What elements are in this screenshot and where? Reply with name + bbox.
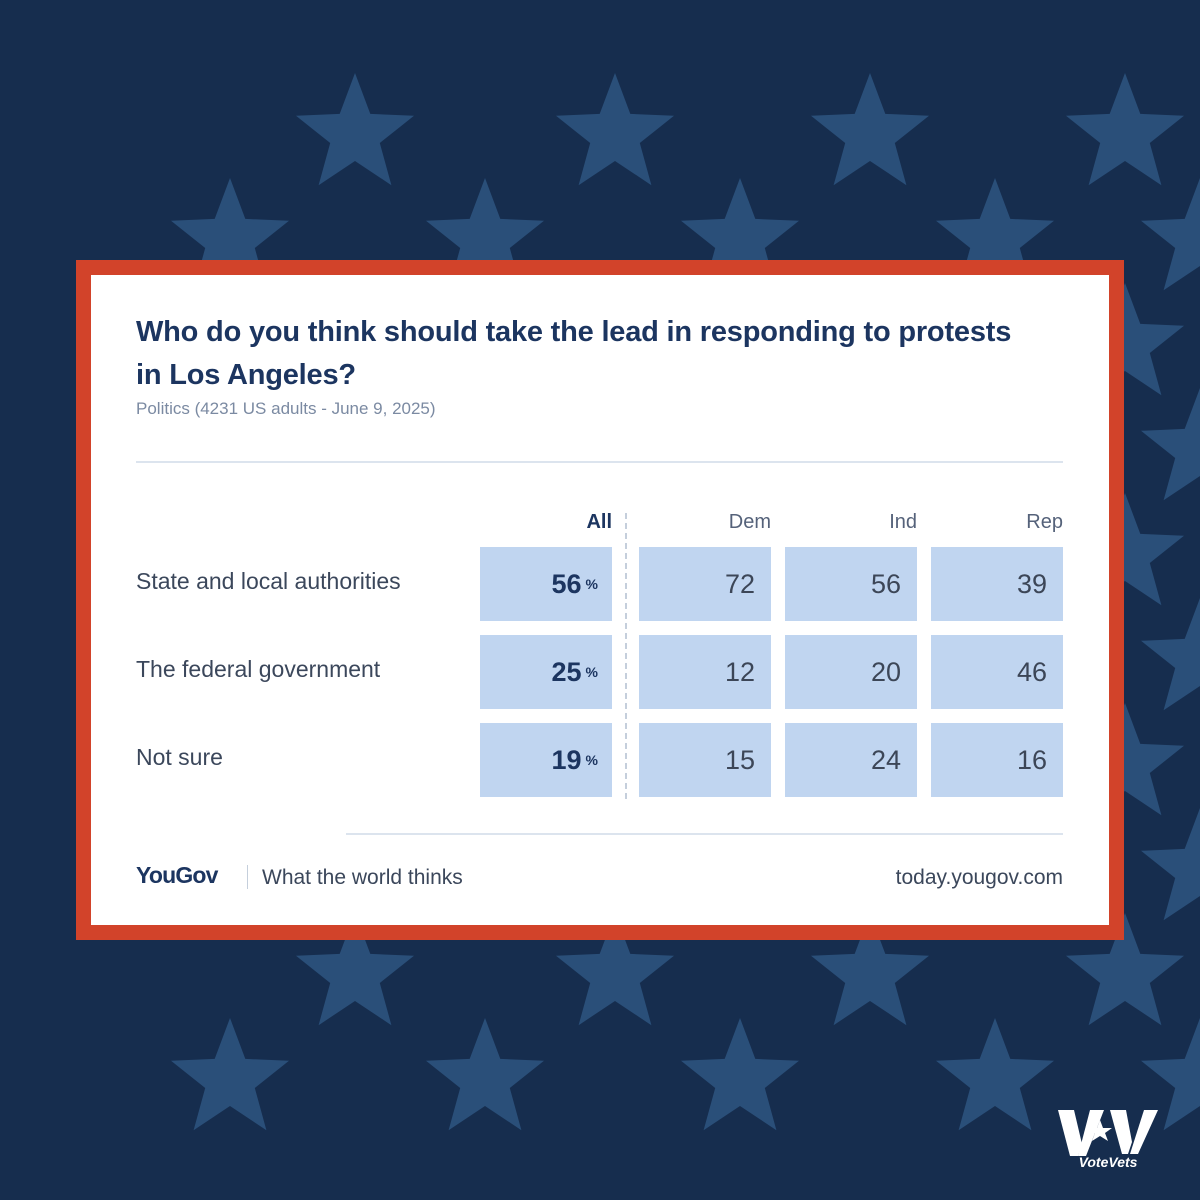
star-icon bbox=[556, 913, 674, 1026]
star-icon bbox=[426, 178, 544, 291]
cell-value: 56 bbox=[551, 568, 582, 599]
row-label: The federal government bbox=[136, 656, 381, 682]
bottom-divider bbox=[346, 833, 1063, 835]
star-icon bbox=[936, 178, 1054, 291]
star-icon bbox=[1066, 913, 1184, 1026]
star-icon bbox=[1141, 1018, 1200, 1131]
table-cell-ind: 24 bbox=[785, 723, 917, 797]
star-icon bbox=[681, 178, 799, 291]
column-header-all: All bbox=[586, 511, 612, 533]
table-cell-rep: 46 bbox=[931, 635, 1063, 709]
star-icon bbox=[171, 1018, 289, 1131]
votevets-logo-icon bbox=[1058, 1110, 1158, 1156]
table-cell-dem: 12 bbox=[639, 635, 771, 709]
poll-card-frame: Who do you think should take the lead in… bbox=[76, 260, 1124, 940]
table-cell-dem: 15 bbox=[639, 723, 771, 797]
table-cell-all: 19% bbox=[480, 723, 612, 797]
cell-value: 15 bbox=[724, 744, 755, 775]
table-cell-ind: 20 bbox=[785, 635, 917, 709]
all-column-divider bbox=[625, 513, 627, 799]
yougov-tagline: What the world thinks bbox=[262, 866, 463, 889]
yougov-site-link[interactable]: today.yougov.com bbox=[895, 866, 1063, 889]
star-icon bbox=[811, 73, 929, 186]
poll-card: Who do you think should take the lead in… bbox=[91, 275, 1109, 925]
star-icon bbox=[296, 913, 414, 1026]
star-icon bbox=[1066, 703, 1184, 816]
star-icon bbox=[1066, 73, 1184, 186]
table-cell-all: 25% bbox=[480, 635, 612, 709]
star-icon bbox=[681, 1018, 799, 1131]
column-header-dem: Dem bbox=[728, 511, 771, 533]
star-icon bbox=[1066, 493, 1184, 606]
star-icon bbox=[556, 73, 674, 186]
cell-value: 72 bbox=[724, 568, 755, 599]
cell-value: 56 bbox=[870, 568, 901, 599]
star-icon bbox=[1141, 598, 1200, 711]
table-cell-all: 56% bbox=[480, 547, 612, 621]
percent-sign: % bbox=[585, 752, 598, 768]
cell-value: 39 bbox=[1016, 568, 1047, 599]
star-icon bbox=[171, 178, 289, 291]
row-label: Not sure bbox=[136, 744, 223, 770]
poll-title: Who do you think should take the lead in… bbox=[136, 316, 1012, 391]
cell-value: 16 bbox=[1016, 744, 1047, 775]
column-header-rep: Rep bbox=[1026, 511, 1063, 533]
cell-value: 25 bbox=[551, 656, 582, 687]
row-label: State and local authorities bbox=[136, 568, 401, 594]
poll-subtitle: Politics (4231 US adults - June 9, 2025) bbox=[136, 399, 436, 418]
star-icon bbox=[936, 1018, 1054, 1131]
table-cell-rep: 39 bbox=[931, 547, 1063, 621]
star-icon bbox=[426, 1018, 544, 1131]
star-icon bbox=[1141, 388, 1200, 501]
logo-separator bbox=[247, 865, 248, 889]
star-icon bbox=[1141, 808, 1200, 921]
cell-value: 46 bbox=[1016, 656, 1047, 687]
percent-sign: % bbox=[585, 664, 598, 680]
votevets-wordmark: VoteVets bbox=[1078, 1154, 1138, 1170]
table-cell-dem: 72 bbox=[639, 547, 771, 621]
star-icon bbox=[1066, 283, 1184, 396]
yougov-logo: YouGov bbox=[136, 862, 218, 888]
cell-value: 19 bbox=[551, 744, 582, 775]
cell-value: 20 bbox=[870, 656, 901, 687]
top-divider bbox=[136, 461, 1063, 463]
star-icon bbox=[811, 913, 929, 1026]
table-cell-ind: 56 bbox=[785, 547, 917, 621]
table-cell-rep: 16 bbox=[931, 723, 1063, 797]
cell-value: 12 bbox=[724, 656, 755, 687]
column-header-ind: Ind bbox=[889, 511, 917, 533]
percent-sign: % bbox=[585, 576, 598, 592]
star-icon bbox=[1141, 178, 1200, 291]
star-icon bbox=[296, 73, 414, 186]
cell-value: 24 bbox=[870, 744, 901, 775]
